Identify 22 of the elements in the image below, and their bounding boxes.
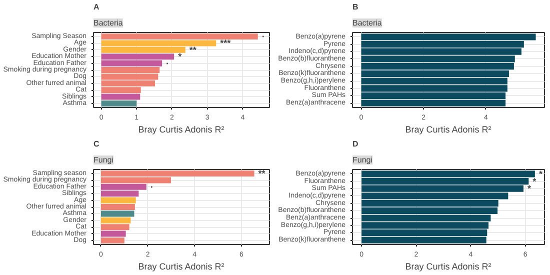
annotation: * — [178, 52, 182, 62]
annotation: * — [532, 176, 537, 186]
annotation: ** — [189, 44, 197, 55]
text: A — [94, 2, 100, 12]
chart-title: Bacteria — [352, 18, 382, 28]
text: D — [352, 140, 358, 148]
x-axis-title: Bray Curtis Adonis R² — [405, 262, 492, 272]
x-axis-title: Bray Curtis Adonis R² — [138, 262, 224, 272]
annotation: * — [527, 184, 532, 194]
chart-title: Fungi — [94, 156, 114, 164]
text: B — [352, 2, 358, 12]
chart-title: Bacteria — [94, 18, 124, 28]
annotation: · — [166, 58, 170, 68]
annotation: · — [150, 182, 154, 192]
chart-title: Fungi — [352, 156, 373, 164]
text: C — [94, 140, 100, 148]
annotation: *** — [220, 38, 232, 48]
x-axis-title: Bray Curtis Adonis R² — [138, 124, 224, 134]
annotation: · — [262, 32, 265, 42]
annotation: * — [538, 168, 543, 179]
annotation: ** — [258, 168, 266, 179]
x-axis-title: Bray Curtis Adonis R² — [405, 124, 492, 134]
